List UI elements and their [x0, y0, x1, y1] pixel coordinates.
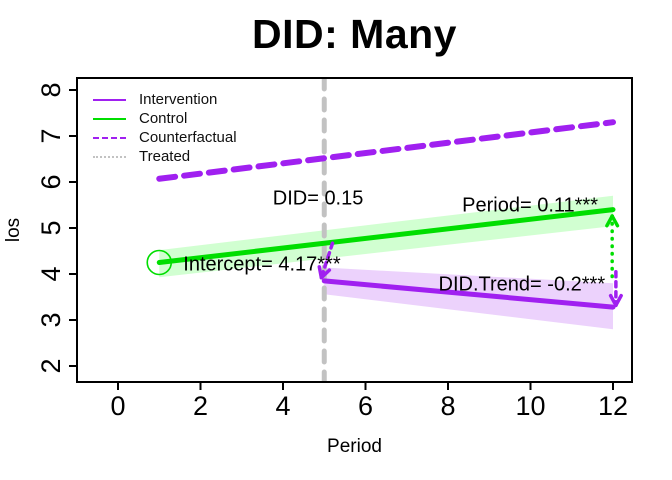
annotation-text: DID= 0.15 [272, 187, 364, 210]
legend-solid-line-icon [93, 117, 126, 120]
legend: Intervention Control Counterfactual Treated [93, 90, 237, 166]
intervention-confidence-band [324, 267, 613, 330]
arrow-head [608, 293, 618, 308]
annotation-text: Period= 0.11*** [462, 194, 598, 217]
y-tick-label: 5 [36, 220, 66, 235]
legend-item-control: Control [93, 109, 237, 128]
control-line [156, 207, 616, 265]
x-tick-label: 0 [110, 391, 125, 421]
arrow-head [610, 214, 620, 228]
y-axis-label: los [3, 217, 24, 243]
intervention-line [321, 278, 616, 310]
x-tick-label: 12 [598, 391, 628, 421]
y-tick-label: 3 [36, 312, 66, 327]
x-tick-label: 8 [440, 391, 455, 421]
legend-item-treated: Treated [93, 147, 237, 166]
legend-label: Treated [139, 148, 191, 165]
legend-dashed-line-icon [93, 136, 126, 139]
y-tick-label: 4 [36, 266, 66, 281]
chart-title: DID: Many [252, 11, 457, 57]
intercept-marker [146, 249, 173, 276]
y-tick-label: 6 [36, 174, 66, 189]
legend-label: Control [139, 110, 188, 127]
x-tick-label: 2 [193, 391, 208, 421]
x-tick-label: 6 [358, 391, 373, 421]
arrow-head [317, 265, 324, 280]
annotation-text: Intercept= 4.17*** [183, 253, 341, 276]
x-tick-label: 10 [515, 391, 545, 421]
legend-solid-line-icon [93, 98, 126, 101]
annotation-text: DID.Trend= -0.2*** [438, 273, 606, 296]
y-tick-label: 8 [36, 82, 66, 97]
legend-item-counterfactual: Counterfactual [93, 128, 237, 147]
x-axis-label: Period [327, 436, 382, 457]
counterfactual-line [156, 119, 616, 182]
legend-label: Intervention [139, 91, 218, 108]
y-tick-label: 7 [36, 128, 66, 143]
gap-arrow [319, 241, 335, 280]
legend-label: Counterfactual [139, 129, 237, 146]
y-tick-label: 2 [36, 358, 66, 373]
x-tick-label: 4 [275, 391, 290, 421]
legend-item-intervention: Intervention [93, 90, 237, 109]
plot-border [76, 77, 633, 383]
legend-dotted-line-icon [93, 155, 126, 158]
plot-area [146, 78, 623, 382]
